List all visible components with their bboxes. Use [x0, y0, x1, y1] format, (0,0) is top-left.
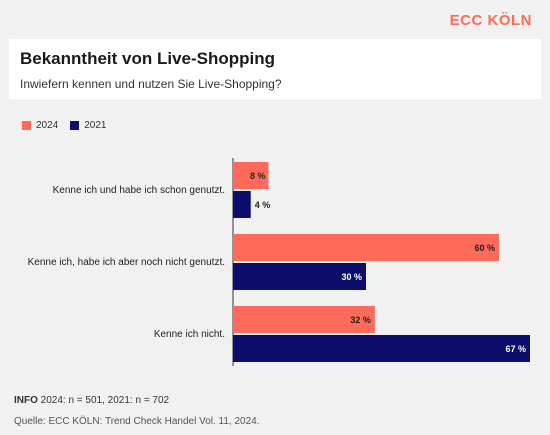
legend-label-2024: 2024 [36, 120, 59, 131]
bar-2024 [233, 234, 499, 261]
data-label-2021: 67 % [505, 344, 526, 354]
brand-logo: ECC KÖLN [449, 12, 532, 29]
data-label-2024: 8 % [250, 171, 266, 181]
footer-source: Quelle: ECC KÖLN: Trend Check Handel Vol… [14, 416, 260, 427]
info-label: INFO [14, 395, 38, 406]
category-label: Kenne ich nicht. [154, 329, 225, 340]
legend-item-2021: 2021 [70, 120, 107, 131]
title-box: Bekanntheit von Live-Shopping Inwiefern … [9, 39, 541, 99]
category-label: Kenne ich und habe ich schon genutzt. [53, 185, 225, 196]
bar-2024 [233, 162, 269, 189]
footer-info: INFO 2024: n = 501, 2021: n = 702 [14, 395, 169, 406]
category-label: Kenne ich, habe ich aber noch nicht genu… [28, 257, 225, 268]
data-label-2024: 32 % [350, 315, 371, 325]
info-text: 2024: n = 501, 2021: n = 702 [37, 395, 170, 406]
data-label-2021: 30 % [341, 272, 362, 282]
data-label-2021: 4 % [255, 200, 271, 210]
chart-subtitle: Inwiefern kennen und nutzen Sie Live-Sho… [20, 77, 282, 91]
bar-2024 [233, 306, 375, 333]
bar-2021 [233, 335, 530, 362]
bar-2021 [233, 191, 251, 218]
bar-2021 [233, 263, 366, 290]
legend-item-2024: 2024 [22, 120, 58, 131]
chart-title: Bekanntheit von Live-Shopping [20, 49, 276, 68]
legend-swatch-2024 [22, 121, 31, 130]
data-label-2024: 60 % [474, 243, 495, 253]
legend-swatch-2021 [70, 121, 80, 130]
legend: 2024 2021 [22, 120, 119, 131]
legend-label-2021: 2021 [84, 120, 107, 131]
